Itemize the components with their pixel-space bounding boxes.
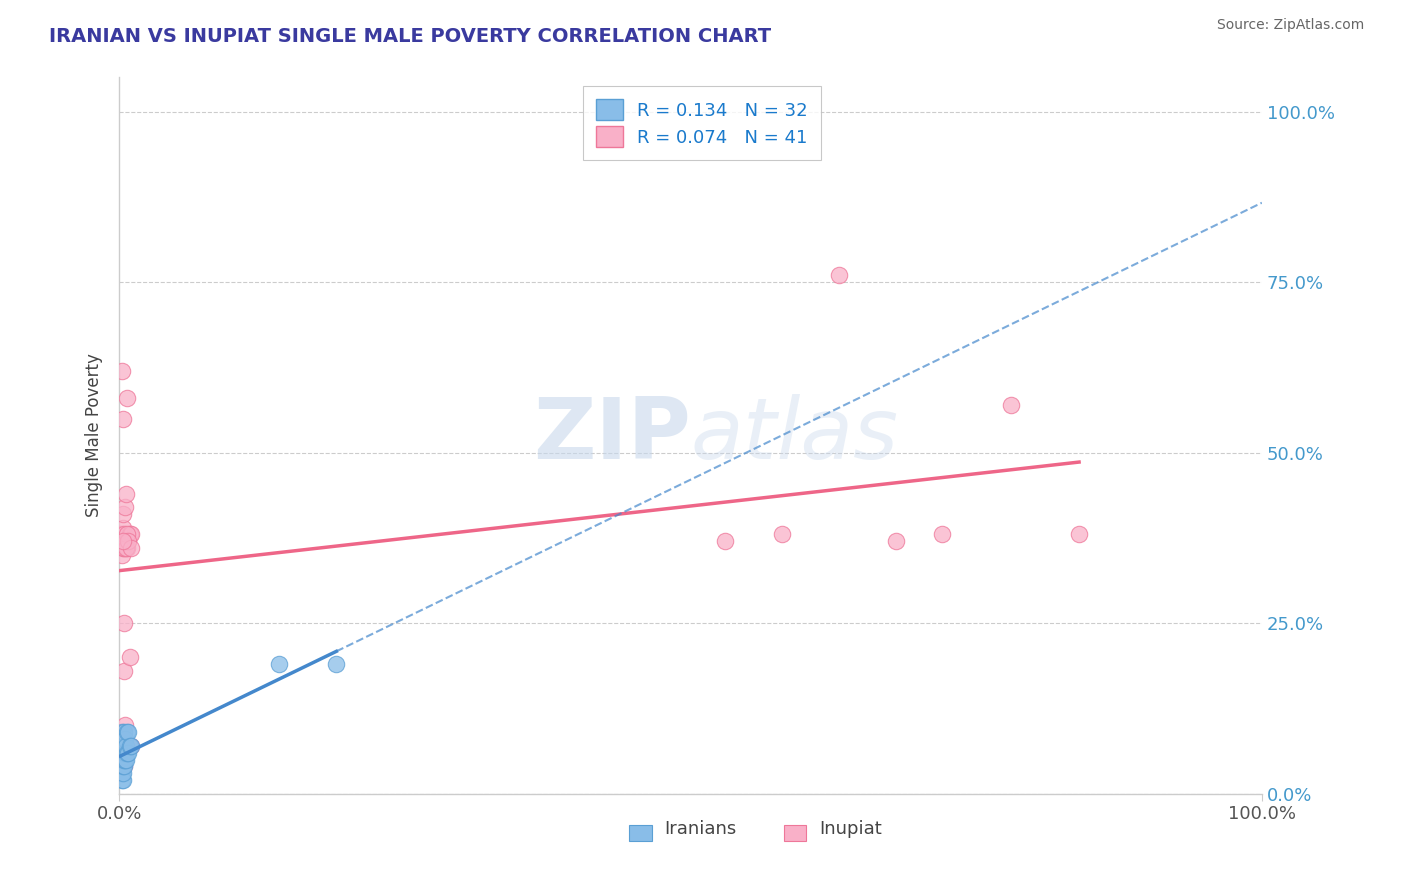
Text: IRANIAN VS INUPIAT SINGLE MALE POVERTY CORRELATION CHART: IRANIAN VS INUPIAT SINGLE MALE POVERTY C… [49, 27, 772, 45]
Point [111, 521, 134, 535]
Text: Inupiat: Inupiat [818, 821, 882, 838]
Point [110, 759, 132, 773]
Text: atlas: atlas [690, 394, 898, 477]
Point [111, 732, 134, 747]
Point [118, 650, 141, 665]
Point [115, 753, 138, 767]
Point [117, 534, 139, 549]
Point [111, 507, 134, 521]
Point [110, 746, 132, 760]
Point [112, 541, 135, 555]
Point [269, 657, 291, 671]
Y-axis label: Single Male Poverty: Single Male Poverty [86, 353, 103, 517]
Point [115, 739, 138, 753]
Text: ZIP: ZIP [533, 394, 690, 477]
Point [884, 534, 907, 549]
Legend: R = 0.134   N = 32, R = 0.074   N = 41: R = 0.134 N = 32, R = 0.074 N = 41 [583, 87, 821, 160]
Point [117, 541, 139, 555]
Point [115, 541, 138, 555]
Point [112, 664, 135, 678]
Point [110, 364, 132, 378]
Point [828, 268, 851, 283]
Point [112, 759, 135, 773]
Point [115, 486, 138, 500]
Point [111, 766, 134, 780]
Text: Iranians: Iranians [664, 821, 737, 838]
Point [111, 772, 134, 787]
Point [110, 725, 132, 739]
Point [110, 753, 132, 767]
Point [117, 725, 139, 739]
Point [110, 548, 132, 562]
Point [118, 739, 141, 753]
Point [118, 527, 141, 541]
Point [110, 527, 132, 541]
Point [115, 534, 138, 549]
Point [114, 718, 136, 732]
Point [110, 534, 132, 549]
Point [117, 527, 139, 541]
Point [111, 732, 134, 747]
Point [1000, 398, 1022, 412]
Point [117, 746, 139, 760]
Point [112, 725, 135, 739]
Point [117, 725, 139, 739]
Point [325, 657, 347, 671]
Point [114, 500, 136, 515]
Point [1067, 527, 1090, 541]
Point [111, 746, 134, 760]
Point [120, 541, 142, 555]
Point [117, 746, 139, 760]
Text: Source: ZipAtlas.com: Source: ZipAtlas.com [1216, 18, 1364, 32]
Point [114, 746, 136, 760]
Point [114, 534, 136, 549]
Point [714, 534, 737, 549]
Point [112, 527, 135, 541]
Point [112, 616, 135, 631]
Point [111, 411, 134, 425]
Point [110, 772, 132, 787]
Point [114, 753, 136, 767]
Point [112, 759, 135, 773]
Point [111, 759, 134, 773]
Point [114, 746, 136, 760]
Point [110, 766, 132, 780]
Point [110, 725, 132, 739]
Point [117, 391, 139, 405]
Point [120, 739, 142, 753]
Point [112, 739, 135, 753]
Point [111, 534, 134, 549]
Point [110, 527, 132, 541]
Point [111, 541, 134, 555]
Point [110, 753, 132, 767]
Point [770, 527, 793, 541]
Point [117, 534, 139, 549]
Point [110, 739, 132, 753]
Point [120, 739, 142, 753]
Point [112, 753, 135, 767]
Point [110, 759, 132, 773]
Point [120, 527, 142, 541]
Point [114, 732, 136, 747]
Point [111, 753, 134, 767]
Point [931, 527, 953, 541]
